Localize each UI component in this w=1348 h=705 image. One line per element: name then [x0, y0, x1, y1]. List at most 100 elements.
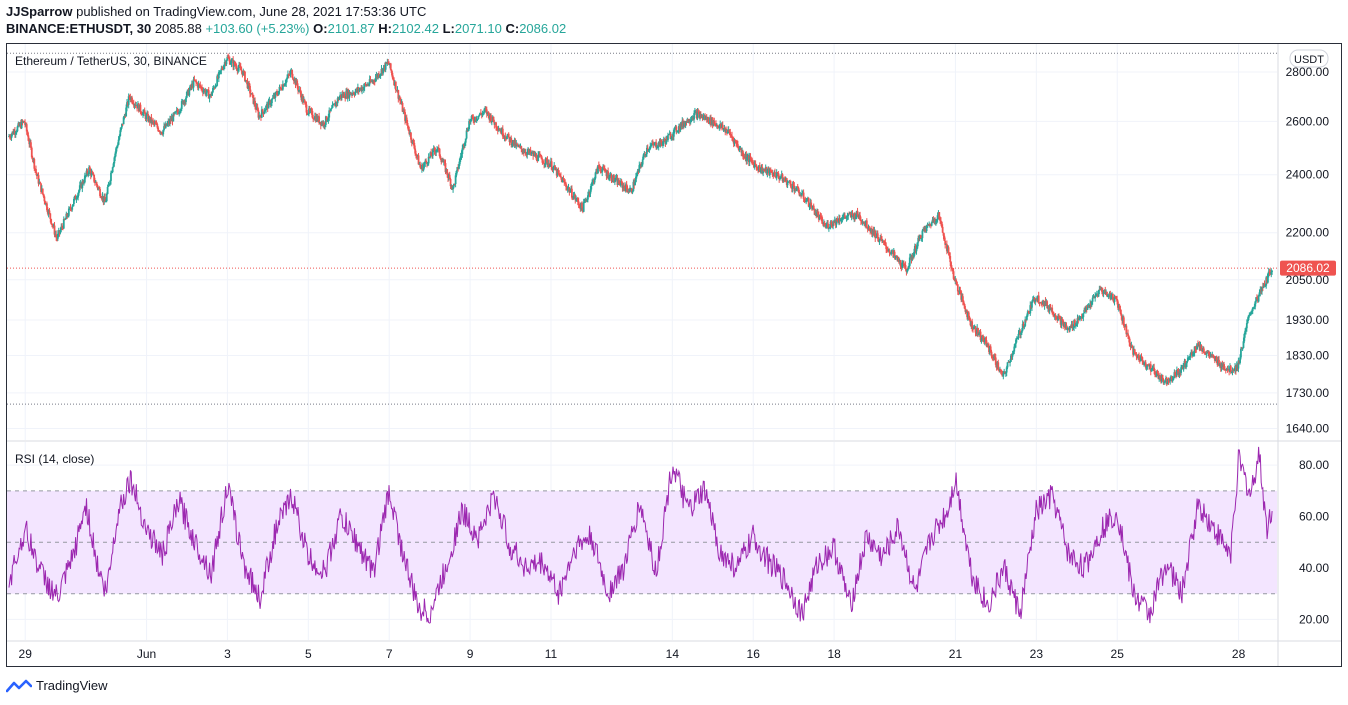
- candle-body: [1095, 296, 1097, 297]
- candle-body: [984, 337, 987, 341]
- time-tick-label: 23: [1030, 647, 1044, 661]
- candle-body: [274, 92, 277, 98]
- candle-body: [56, 233, 59, 239]
- candle-body: [305, 104, 308, 113]
- candle-body: [431, 149, 434, 156]
- candle-body: [1014, 343, 1017, 347]
- candle-body: [667, 135, 669, 141]
- candle-body: [185, 91, 188, 98]
- candle-body: [949, 256, 952, 263]
- candle-body: [405, 117, 408, 123]
- candle-body: [391, 72, 394, 78]
- candle-body: [903, 264, 906, 266]
- time-axis-labels[interactable]: 29 Jun 3 5 7 9 11 14 16 18 21 23 25 28: [19, 647, 1246, 661]
- price-axis-labels[interactable]: 2800.00 2600.00 2400.00 2200.00 2050.00 1930.…: [1286, 65, 1330, 436]
- candle-body: [1116, 298, 1118, 302]
- candle-body: [469, 119, 472, 123]
- candle-body: [1185, 363, 1188, 368]
- candle-body: [208, 95, 211, 99]
- candle-body: [289, 71, 292, 75]
- candle-body: [800, 195, 802, 196]
- candle-body: [623, 185, 626, 188]
- candle-body: [408, 130, 411, 134]
- candle-body: [638, 165, 641, 172]
- candle-body: [902, 262, 905, 265]
- candle-body: [1249, 314, 1252, 316]
- candle-body: [1164, 381, 1166, 383]
- candle-body: [1057, 315, 1059, 321]
- candle-body: [64, 218, 67, 220]
- candle-body: [15, 131, 18, 133]
- candle-body: [412, 139, 415, 143]
- candle-body: [797, 187, 800, 192]
- candle-body: [426, 163, 429, 165]
- candle-body: [51, 223, 53, 225]
- candle-body: [626, 188, 629, 192]
- rsi-axis-labels[interactable]: 80.00 60.00 40.00 20.00: [1299, 458, 1329, 626]
- candle-body: [987, 344, 990, 348]
- candle-body: [118, 135, 121, 140]
- time-tick-label: 9: [467, 647, 474, 661]
- candle-body: [487, 111, 490, 115]
- candle-body: [830, 221, 833, 226]
- footer-brand[interactable]: TradingView: [6, 678, 108, 693]
- candle-body: [951, 269, 954, 272]
- candle-body: [899, 260, 902, 267]
- candle-body: [746, 156, 749, 161]
- candle-body: [1125, 325, 1128, 335]
- candle-body: [766, 169, 769, 174]
- candle-body: [897, 257, 900, 262]
- candle-body: [590, 184, 593, 190]
- candle-body: [721, 124, 724, 130]
- candle-body: [544, 163, 546, 165]
- candle-body: [83, 182, 85, 184]
- candle-body: [507, 133, 510, 137]
- candle-body: [482, 112, 485, 113]
- candle-body: [845, 216, 848, 219]
- candle-body: [722, 128, 725, 130]
- candle-body: [803, 198, 806, 201]
- candle-body: [1023, 325, 1026, 327]
- candle-body: [40, 183, 42, 192]
- candle-body: [276, 92, 278, 95]
- candle-body: [689, 119, 692, 123]
- candle-body: [989, 346, 992, 352]
- rsi-tick-label: 40.00: [1299, 561, 1329, 575]
- candle-body: [458, 158, 461, 165]
- currency-badge[interactable]: USDT: [1289, 49, 1329, 68]
- candle-body: [196, 82, 198, 84]
- candle-body: [1111, 293, 1114, 300]
- candle-body: [1240, 348, 1242, 358]
- candle-body: [468, 121, 470, 130]
- candle-body: [495, 122, 497, 128]
- candle-body: [562, 178, 565, 181]
- candle-body: [1068, 326, 1071, 331]
- candle-body: [94, 181, 96, 183]
- candle-body: [1015, 339, 1017, 344]
- candle-body: [675, 126, 678, 132]
- candle-body: [550, 161, 553, 170]
- candle-body: [207, 90, 210, 99]
- candle-body: [640, 164, 643, 166]
- candle-body: [1133, 349, 1136, 353]
- candle-body: [1162, 378, 1165, 383]
- candle-body: [330, 107, 333, 109]
- candle-body: [634, 181, 636, 186]
- candle-body: [326, 119, 329, 122]
- publisher-name[interactable]: JJSparrow: [6, 4, 73, 19]
- candle-body: [582, 202, 585, 212]
- candle-body: [378, 75, 381, 77]
- candle-body: [1012, 351, 1015, 354]
- candle-body: [1188, 357, 1191, 359]
- candle-body: [693, 113, 695, 120]
- candle-body: [554, 165, 556, 170]
- candle-body: [1022, 323, 1025, 327]
- candle-body: [221, 68, 224, 70]
- candle-body: [374, 77, 377, 82]
- candle-body: [83, 175, 86, 183]
- candle-body: [876, 233, 879, 239]
- candle-body: [436, 148, 438, 151]
- candle-body: [801, 192, 803, 196]
- open-value: 2101.87: [327, 21, 375, 36]
